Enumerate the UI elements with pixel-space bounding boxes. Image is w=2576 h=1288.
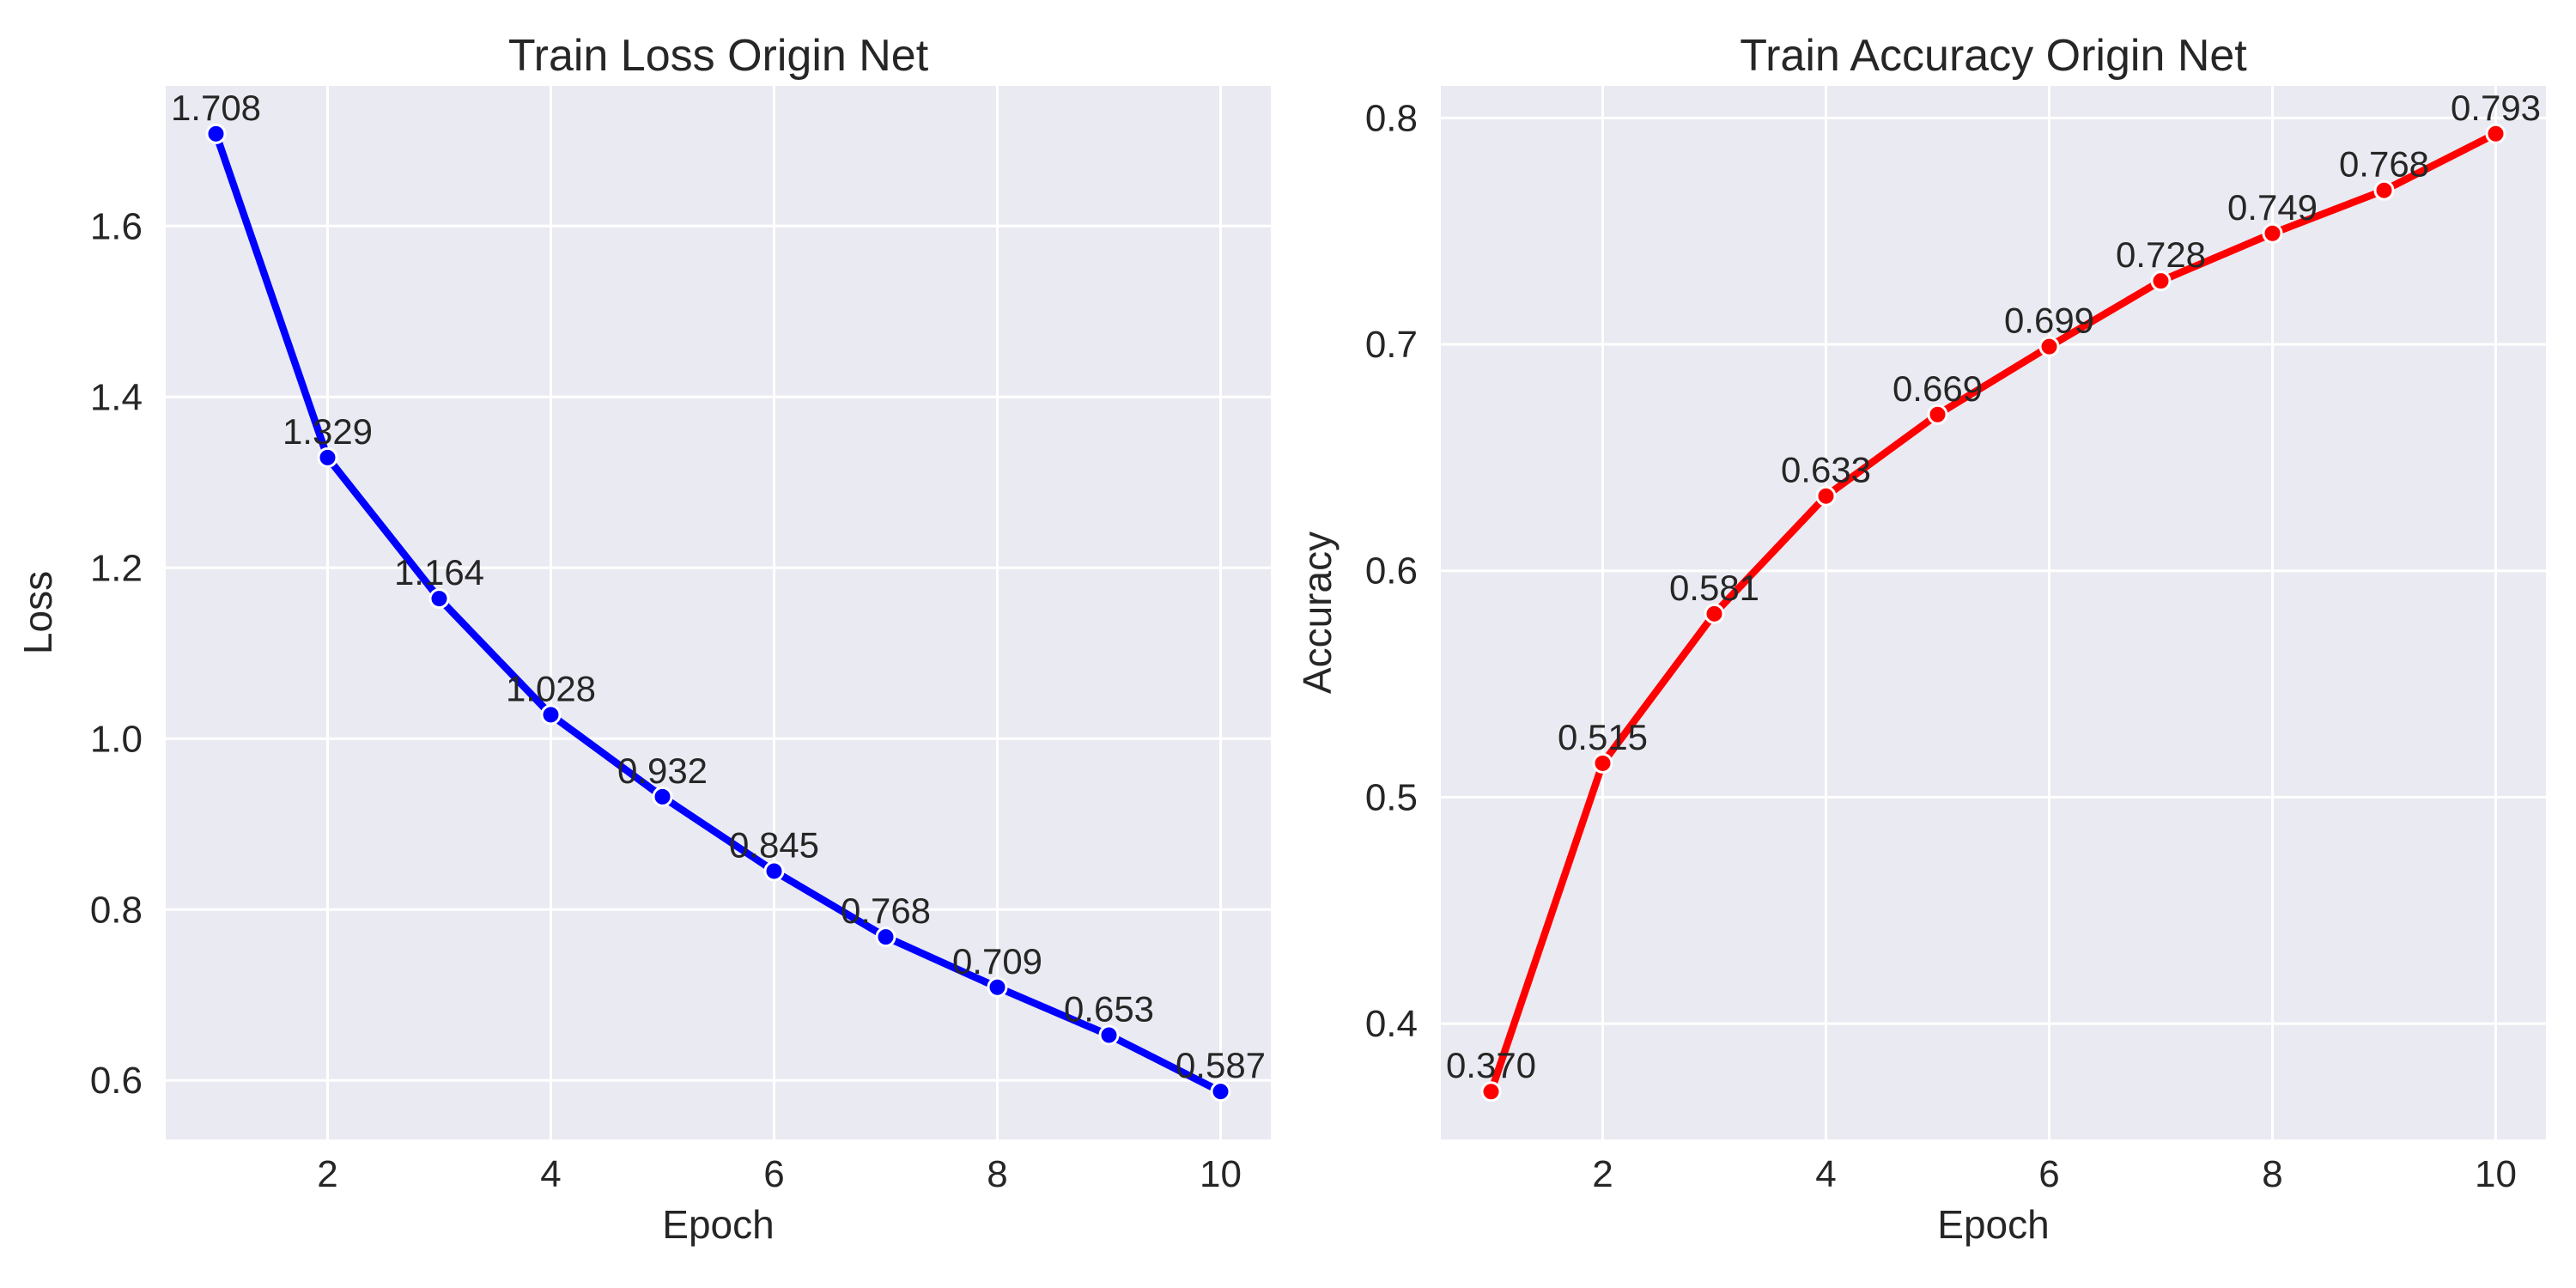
chart-title: Train Loss Origin Net	[508, 31, 929, 81]
red-series-line	[1487, 130, 2500, 1096]
data-point-label: 1.028	[506, 668, 596, 708]
data-point-label: 0.793	[2451, 88, 2541, 128]
y-tick-label: 0.8	[1365, 97, 1418, 139]
data-point-label: 0.515	[1558, 717, 1648, 757]
data-point-label: 0.768	[841, 890, 931, 931]
data-point	[205, 123, 227, 144]
x-tick-label: 4	[1815, 1153, 1836, 1195]
data-point-label: 0.845	[729, 824, 819, 865]
y-tick-label: 0.6	[90, 1060, 143, 1102]
data-point	[2262, 222, 2283, 244]
data-point-label: 0.653	[1064, 989, 1154, 1030]
accuracy-chart: 0.3700.5150.5810.6330.6690.6990.7280.749…	[1295, 31, 2546, 1247]
x-axis-label: Epoch	[1937, 1202, 2049, 1247]
chart-title: Train Accuracy Origin Net	[1740, 31, 2247, 81]
data-point	[2373, 179, 2395, 201]
data-point	[317, 447, 338, 468]
x-axis-label: Epoch	[662, 1202, 774, 1247]
data-point	[652, 786, 673, 807]
data-point-label: 0.587	[1176, 1045, 1266, 1085]
y-tick-label: 1.6	[90, 205, 143, 247]
data-point-label: 0.709	[952, 941, 1042, 981]
data-point-label: 1.708	[171, 88, 261, 128]
data-point	[875, 927, 896, 948]
data-point	[1704, 603, 1725, 624]
x-tick-label: 10	[2475, 1153, 2517, 1195]
x-tick-label: 6	[763, 1153, 784, 1195]
y-axis-label: Accuracy	[1295, 532, 1340, 694]
x-tick-label: 6	[2038, 1153, 2059, 1195]
data-point	[1815, 485, 1837, 507]
chart-panel-loss: 1.708 1.329 1.164 1.028 0.932 0.845 0.768 0.709…	[15, 31, 1271, 1247]
data-point	[1927, 404, 1948, 425]
data-point	[2485, 123, 2506, 144]
data-point	[763, 860, 785, 882]
data-point	[1592, 752, 1613, 774]
blue-series-line	[212, 130, 1224, 1096]
y-tick-label: 0.5	[1365, 776, 1418, 818]
y-tick-label: 1.4	[90, 376, 143, 418]
data-point-label: 1.164	[394, 552, 484, 592]
y-tick-label: 0.8	[90, 889, 143, 931]
data-point-label: 0.932	[617, 750, 708, 791]
data-point-label: 0.370	[1446, 1045, 1536, 1085]
data-point-label: 0.669	[1893, 368, 1983, 409]
x-tick-label: 2	[1592, 1153, 1613, 1195]
x-tick-label: 2	[317, 1153, 337, 1195]
x-tick-label: 8	[2262, 1153, 2282, 1195]
data-point-label: 0.633	[1781, 450, 1871, 490]
y-tick-label: 1.0	[90, 718, 143, 760]
data-point-label: 0.768	[2339, 144, 2429, 185]
data-point	[1210, 1081, 1231, 1103]
data-point	[2038, 336, 2060, 357]
x-tick-label: 4	[540, 1153, 561, 1195]
y-tick-label: 1.2	[90, 547, 143, 589]
plot-area	[1441, 86, 2546, 1139]
data-point-label: 0.749	[2227, 187, 2318, 228]
plot-area	[166, 86, 1271, 1139]
data-point-label: 0.581	[1669, 568, 1759, 608]
data-point	[1480, 1081, 1502, 1103]
x-tick-label: 10	[1200, 1153, 1242, 1195]
y-tick-label: 0.7	[1365, 324, 1418, 366]
data-point	[428, 588, 450, 610]
data-point-label: 1.329	[283, 411, 373, 452]
loss-chart: 1.7081.3291.1641.0280.9320.8450.7680.709…	[15, 31, 1271, 1247]
data-point	[540, 704, 562, 726]
y-tick-label: 0.6	[1365, 550, 1418, 592]
y-axis-label: Loss	[15, 571, 60, 654]
data-point	[2150, 270, 2172, 292]
data-point-label: 0.728	[2116, 234, 2206, 275]
data-point	[987, 976, 1008, 998]
x-tick-label: 8	[987, 1153, 1007, 1195]
y-tick-label: 0.4	[1365, 1003, 1418, 1045]
chart-panel-accuracy: 0.370 0.515 0.581 0.633 0.669 0.699 0.728 0.749…	[1288, 0, 2576, 1288]
data-point	[1098, 1024, 1120, 1046]
data-point-label: 0.699	[2004, 301, 2094, 341]
